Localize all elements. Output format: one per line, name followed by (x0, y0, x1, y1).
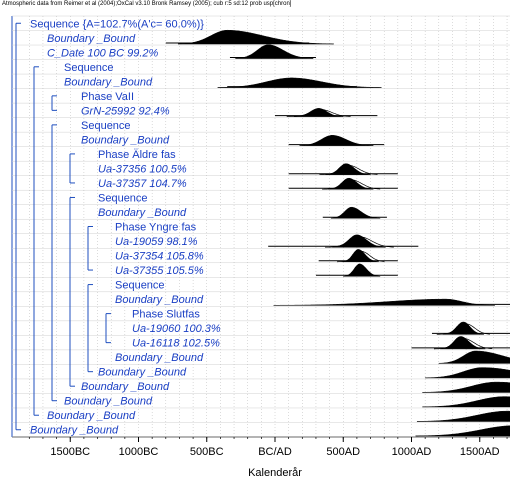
posterior-shape (235, 44, 314, 59)
x-tick-label: 1500BC (50, 446, 90, 458)
row-label: Boundary _Bound (81, 134, 170, 146)
row-label: Ua-19060 100.3% (132, 323, 221, 335)
label-layer: Sequence {A=102.7%(A'c= 60.0%)} Boundary … (30, 18, 221, 436)
x-tick-label: 1000AD (392, 446, 432, 458)
row-label: Boundary _Bound (98, 207, 187, 219)
row-label: Boundary _Bound (98, 367, 187, 379)
row-label: Phase Yngre fas (115, 222, 197, 234)
distribution-layer (165, 29, 510, 437)
row-label: Boundary _Bound (115, 294, 204, 306)
prior-outline (436, 323, 491, 335)
posterior-shape (299, 135, 374, 146)
row-label: Boundary _Bound (64, 76, 153, 88)
row-label: Phase Slutfas (132, 309, 200, 321)
x-tick-label: 500AD (326, 446, 360, 458)
grid-layer (11, 15, 510, 438)
row-label: Ua-16118 102.5% (132, 338, 220, 350)
atmospheric-note: Atmospheric data from Reimer et al (2004… (2, 1, 292, 7)
posterior-shape (273, 298, 496, 306)
posterior-shape (217, 77, 382, 88)
row-label: Phase Äldre fas (98, 149, 176, 161)
x-axis-label: Kalenderår (248, 467, 302, 479)
posterior-shape (342, 263, 381, 277)
bracket-layer (15, 22, 111, 431)
row-label: Phase VaII (81, 91, 134, 103)
prior-outline (325, 236, 394, 248)
posterior-shape (330, 206, 381, 219)
row-label: Ua-37356 100.5% (98, 163, 187, 175)
row-label: Ua-37354 105.8% (115, 251, 204, 263)
row-label: Sequence (98, 192, 148, 204)
row-label: Boundary _Bound (64, 396, 153, 408)
posterior-shape (424, 367, 510, 379)
row-label: Boundary _Bound (115, 352, 204, 364)
row-label: Sequence (115, 280, 165, 292)
prior-outline (322, 179, 381, 190)
posterior-shape (416, 410, 510, 422)
row-label: Ua-37357 104.7% (98, 178, 187, 190)
row-label: Ua-19059 98.1% (115, 236, 198, 248)
prior-outline (319, 164, 378, 176)
x-tick-label: 1000BC (119, 446, 159, 458)
x-tick-label: 1500AD (460, 446, 500, 458)
posterior-shape (442, 321, 485, 335)
row-label: Boundary _Bound (47, 33, 136, 45)
prior-outline (337, 250, 385, 263)
row-label: Sequence (64, 62, 114, 74)
row-label: Boundary _Bound (30, 425, 119, 437)
row-label: Boundary _Bound (47, 410, 136, 422)
row-label: Sequence {A=102.7%(A'c= 60.0%)} (30, 18, 204, 30)
posterior-shape (177, 29, 334, 45)
row-label: C_Date 100 BC 99.2% (47, 47, 159, 59)
row-label: GrN-25992 92.4% (81, 105, 170, 117)
x-tick-label: 500BC (190, 446, 224, 458)
row-label: Sequence (81, 120, 131, 132)
x-tick-label: BC/AD (258, 446, 292, 458)
posterior-shape (422, 381, 510, 393)
x-axis: 1500BC 1000BC 500BC BC/AD 500AD 1000AD 1500AD K… (28, 437, 508, 479)
posterior-shape (438, 350, 510, 364)
posterior-shape (422, 396, 510, 408)
posterior-shape (415, 425, 510, 437)
row-label: Boundary _Bound (81, 381, 170, 393)
prior-outline (434, 337, 493, 350)
row-label: Ua-37355 105.5% (115, 265, 204, 277)
prior-outline (286, 109, 351, 117)
